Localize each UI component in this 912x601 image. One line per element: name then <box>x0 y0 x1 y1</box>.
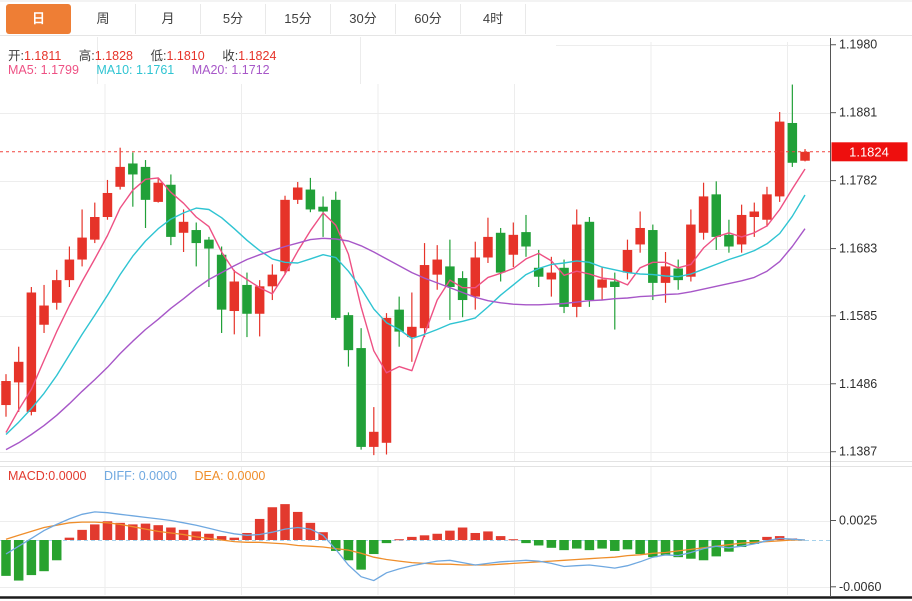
macd-histogram <box>1 504 798 581</box>
low-value: 1.1810 <box>166 49 205 63</box>
open-value: 1.1811 <box>23 49 62 63</box>
svg-text:1.1782: 1.1782 <box>839 174 877 188</box>
diff-line <box>5 511 806 582</box>
grid-lines <box>0 42 830 595</box>
ohlc-readout: 开:1.1811 高:1.1828 低:1.1810 收:1.1824 <box>8 45 290 64</box>
tab-timeframe-1[interactable]: 日 <box>6 3 71 34</box>
svg-text:1.1881: 1.1881 <box>839 106 877 120</box>
svg-text:1.1683: 1.1683 <box>839 242 877 256</box>
macd-readout: MACD:0.0000 DIFF: 0.0000 DEA: 0.0000 <box>8 469 279 483</box>
open-readout: 开:1.1811 <box>8 49 62 63</box>
svg-text:1.1980: 1.1980 <box>839 38 877 52</box>
dea-value-readout: DEA: 0.0000 <box>194 469 266 483</box>
current-price-flag: 1.1824 <box>831 142 908 162</box>
tab-timeframe-5[interactable]: 15分 <box>266 3 331 34</box>
timeframe-tabbar: 日周月 5分 15分 30分 60分 4时 <box>0 0 912 36</box>
dea-line <box>5 521 805 566</box>
macd-panel <box>0 504 830 582</box>
tab-timeframe-8[interactable]: 4时 <box>461 3 526 34</box>
price-axis: 1.1980 1.1881 1.1782 1.1683 1.1585 1.1486 1.13… <box>830 38 881 597</box>
readout-backdrop <box>0 37 556 84</box>
svg-text:1.1387: 1.1387 <box>839 445 877 459</box>
tab-timeframe-7[interactable]: 60分 <box>396 3 461 34</box>
tab-timeframe-6[interactable]: 30分 <box>331 3 396 34</box>
svg-text:1.1824: 1.1824 <box>849 144 889 159</box>
svg-text:-0.0060: -0.0060 <box>839 580 881 594</box>
macd-value-readout: MACD:0.0000 <box>8 469 87 483</box>
high-value: 1.1828 <box>94 49 133 63</box>
svg-text:1.1486: 1.1486 <box>839 377 877 391</box>
close-readout: 收:1.1824 <box>222 49 277 63</box>
high-readout: 高:1.1828 <box>78 49 133 63</box>
tab-timeframe-4[interactable]: 5分 <box>201 3 266 34</box>
ma5-readout: MA5: 1.1799 <box>8 63 79 77</box>
svg-text:0.0025: 0.0025 <box>839 514 877 528</box>
ma20-line <box>5 228 806 451</box>
tab-timeframe-3[interactable]: 月 <box>136 3 201 34</box>
candlestick-series <box>1 84 810 456</box>
low-readout: 低:1.1810 <box>150 49 205 63</box>
close-value: 1.1824 <box>238 49 277 63</box>
ma10-line <box>5 194 806 436</box>
ma-readout: MA5: 1.1799 MA10: 1.1761 MA20: 1.1712 <box>8 63 284 77</box>
diff-value-readout: DIFF: 0.0000 <box>104 469 177 483</box>
ma5-line <box>5 168 806 433</box>
svg-text:1.1585: 1.1585 <box>839 309 877 323</box>
ma10-readout: MA10: 1.1761 <box>96 63 175 77</box>
ma20-readout: MA20: 1.1712 <box>191 63 270 77</box>
tab-timeframe-2[interactable]: 周 <box>71 3 136 34</box>
